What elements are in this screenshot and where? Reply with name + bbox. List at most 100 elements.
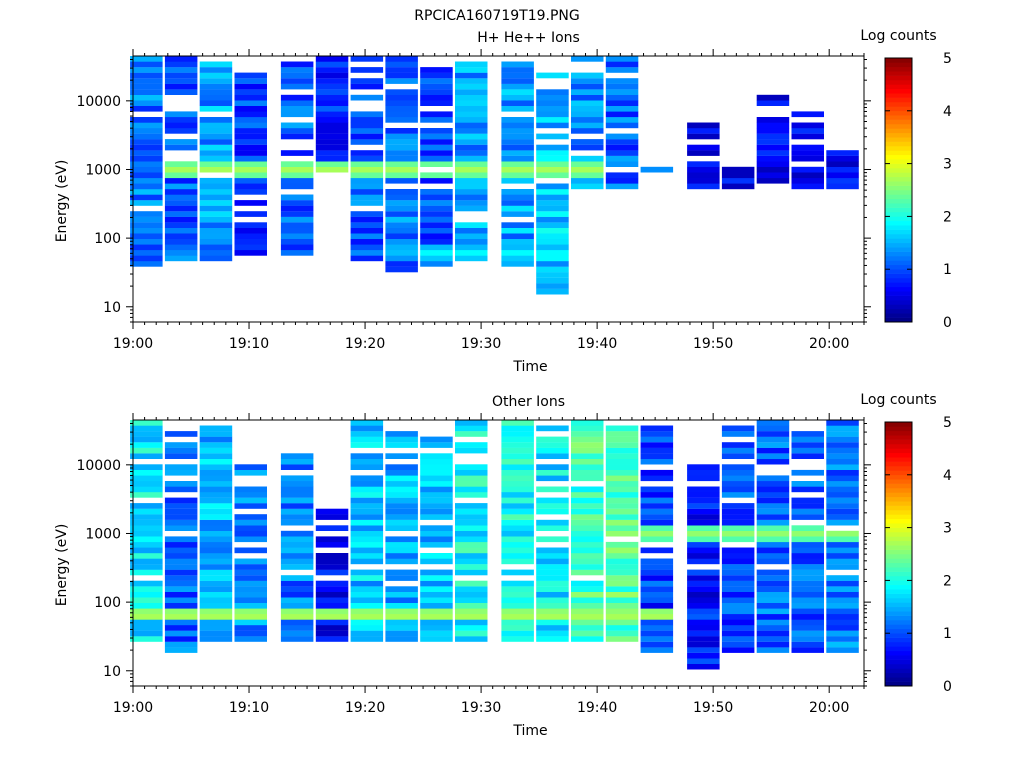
spectrogram-cell bbox=[234, 525, 267, 531]
spectrogram-cell bbox=[455, 222, 488, 228]
spectrogram-cell bbox=[164, 122, 198, 129]
spectrogram-cell bbox=[199, 519, 233, 526]
spectrogram-cell bbox=[130, 580, 163, 587]
spectrogram-cell bbox=[640, 436, 674, 443]
y-axis: 10 100 1000 10000 Energy (eV) bbox=[54, 423, 871, 687]
spectrogram-cell bbox=[756, 117, 790, 123]
spectrogram-cell bbox=[501, 117, 534, 123]
spectrogram-cell bbox=[280, 547, 314, 554]
spectrogram-cell bbox=[199, 61, 233, 68]
spectrogram-cell bbox=[350, 442, 384, 448]
spectrogram-cell bbox=[315, 150, 349, 156]
colorbar-step bbox=[885, 540, 912, 546]
spectrogram-cell bbox=[756, 514, 790, 520]
spectrogram-cell bbox=[791, 547, 824, 554]
spectrogram-cell bbox=[687, 553, 720, 559]
spectrogram-cell bbox=[455, 78, 488, 84]
spectrogram-cell bbox=[455, 503, 488, 509]
spectrogram-cell bbox=[234, 139, 267, 145]
spectrogram-cell bbox=[385, 216, 418, 223]
spectrogram-cell bbox=[234, 602, 267, 609]
spectrogram-cell bbox=[280, 458, 314, 465]
spectrogram-cell bbox=[571, 525, 604, 531]
spectrogram-cell bbox=[501, 420, 534, 426]
spectrogram-cell bbox=[605, 458, 639, 465]
spectrogram-cell bbox=[315, 128, 349, 134]
spectrogram-cell bbox=[280, 78, 314, 84]
spectrogram-cell bbox=[536, 72, 569, 79]
colorbar-step bbox=[885, 163, 912, 169]
colorbar-step bbox=[885, 677, 912, 682]
spectrogram-cell bbox=[455, 464, 488, 470]
spectrogram-cell bbox=[280, 72, 314, 79]
colorbar-step bbox=[885, 470, 912, 476]
colorbar-step bbox=[885, 172, 912, 178]
colorbar-step bbox=[885, 291, 912, 296]
spectrogram-cell bbox=[385, 100, 418, 106]
spectrogram-cell bbox=[756, 128, 790, 134]
spectrogram-cell bbox=[571, 458, 604, 465]
spectrogram-cell bbox=[455, 553, 488, 559]
spectrogram-cell bbox=[199, 205, 233, 212]
colorbar-label: Log counts bbox=[860, 28, 936, 44]
spectrogram-cell bbox=[687, 558, 720, 565]
spectrogram-cell bbox=[501, 569, 534, 576]
spectrogram-cell bbox=[640, 536, 674, 543]
spectrogram-cell bbox=[640, 608, 674, 615]
spectrogram-cell bbox=[164, 564, 198, 570]
spectrogram-cell bbox=[234, 614, 267, 620]
y-tick-label: 1000 bbox=[85, 526, 121, 542]
colorbar-step bbox=[885, 655, 912, 660]
spectrogram-cell bbox=[826, 636, 859, 642]
spectrogram-cell bbox=[571, 78, 604, 84]
spectrogram-cell bbox=[501, 83, 534, 90]
spectrogram-cell bbox=[385, 481, 418, 487]
spectrogram-cell bbox=[385, 266, 418, 273]
spectrogram-cell bbox=[234, 464, 267, 470]
spectrogram-cell bbox=[234, 619, 267, 626]
spectrogram-cell bbox=[234, 111, 267, 118]
spectrogram-cell bbox=[826, 608, 859, 615]
spectrogram-cell bbox=[280, 105, 314, 112]
spectrogram-cell bbox=[756, 458, 790, 465]
spectrogram-cell bbox=[826, 630, 859, 637]
spectrogram-cell bbox=[420, 161, 453, 167]
spectrogram-cell bbox=[315, 619, 349, 626]
colorbar-step bbox=[885, 190, 912, 195]
spectrogram-cell bbox=[791, 508, 824, 515]
spectrogram-cell bbox=[420, 575, 453, 581]
spectrogram-cell bbox=[687, 519, 720, 526]
spectrogram-cell bbox=[280, 602, 314, 609]
colorbar-step bbox=[885, 141, 912, 147]
spectrogram-cell bbox=[826, 420, 859, 426]
spectrogram-cell bbox=[234, 503, 267, 509]
spectrogram-cell bbox=[315, 514, 349, 520]
spectrogram-cell bbox=[234, 608, 267, 615]
spectrogram-cell bbox=[164, 431, 198, 437]
spectrogram-cell bbox=[455, 569, 488, 576]
spectrogram-cell bbox=[130, 216, 163, 223]
spectrogram-cell bbox=[280, 497, 314, 504]
spectrogram-cell bbox=[605, 56, 639, 62]
spectrogram-cell bbox=[791, 525, 824, 531]
spectrogram-cell bbox=[420, 211, 453, 217]
spectrogram-cell bbox=[455, 486, 488, 493]
spectrogram-cell bbox=[455, 117, 488, 123]
spectrogram-cell bbox=[536, 211, 569, 217]
spectrogram-cell bbox=[234, 469, 267, 476]
spectrogram-cell bbox=[640, 591, 674, 598]
spectrogram-cell bbox=[536, 630, 569, 637]
spectrogram-cell bbox=[826, 602, 859, 609]
spectrogram-cell bbox=[315, 536, 349, 543]
spectrogram-cell bbox=[791, 580, 824, 587]
spectrogram-cell bbox=[605, 475, 639, 482]
spectrogram-cell bbox=[130, 83, 163, 90]
colorbar-step bbox=[885, 611, 912, 616]
spectrogram-cell bbox=[605, 497, 639, 504]
spectrogram-cell bbox=[315, 61, 349, 68]
spectrogram-cell bbox=[350, 244, 384, 251]
spectrogram-cell bbox=[350, 189, 384, 195]
spectrogram-cell bbox=[687, 464, 720, 470]
x-tick-label: 20:00 bbox=[809, 700, 849, 716]
spectrogram-cell bbox=[199, 458, 233, 465]
